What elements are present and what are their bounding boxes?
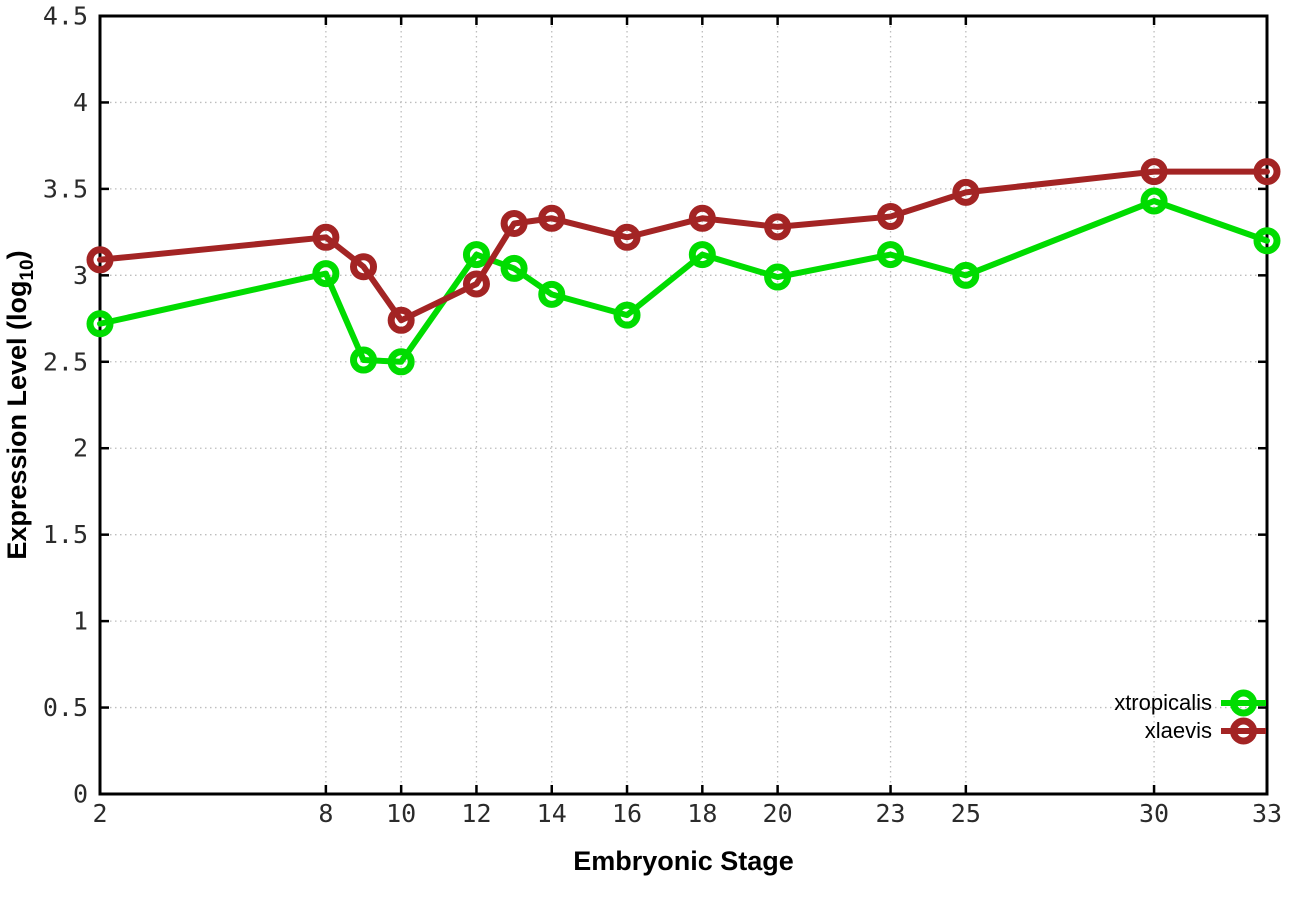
y-axis-title-main: Expression Level (log <box>2 281 32 560</box>
data-point-xlaevis <box>613 223 641 251</box>
data-point-xlaevis <box>538 204 566 232</box>
data-point-xlaevis <box>877 203 905 231</box>
data-point-xlaevis <box>500 209 528 237</box>
plot-border <box>98 14 1269 796</box>
x-tick-label: 10 <box>386 799 416 828</box>
data-point-xlaevis <box>1140 158 1168 186</box>
data-point-xtropicalis <box>1253 227 1281 255</box>
data-point-xtropicalis <box>1140 187 1168 215</box>
legend-item-xtropicalis: xtropicalis <box>1114 689 1266 717</box>
data-point-xtropicalis <box>462 241 490 269</box>
y-axis-title: Expression Level (log10) <box>2 250 38 559</box>
data-point-xtropicalis <box>613 301 641 329</box>
x-tick-label: 12 <box>461 799 491 828</box>
data-point-xtropicalis <box>312 260 340 288</box>
legend-label: xlaevis <box>1145 718 1212 743</box>
x-tick-label: 23 <box>875 799 905 828</box>
data-point-xtropicalis <box>86 310 114 338</box>
gridlines <box>100 16 1267 794</box>
x-tick-label: 16 <box>612 799 642 828</box>
y-tick-label: 0.5 <box>43 693 88 722</box>
data-point-xlaevis <box>1253 158 1281 186</box>
x-tick-label: 14 <box>537 799 567 828</box>
tick-labels: 2 8 10 12 14 16 18 20 23 25 30 33 0 0.5 1 1.5 2 2.5 3 3.5 4 4… <box>43 2 1282 829</box>
data-point-xlaevis <box>952 178 980 206</box>
x-tick-label: 25 <box>951 799 981 828</box>
series-xlaevis <box>86 158 1281 334</box>
data-point-xlaevis <box>350 253 378 281</box>
data-point-xtropicalis <box>538 280 566 308</box>
data-point-xlaevis <box>688 204 716 232</box>
y-tick-label: 1.5 <box>43 520 88 549</box>
y-axis-title-sub: 10 <box>17 259 38 280</box>
tick-marks <box>98 14 1269 796</box>
data-point-xlaevis <box>86 246 114 274</box>
y-tick-label: 2 <box>73 434 88 463</box>
y-tick-label: 4 <box>73 88 88 117</box>
legend-label: xtropicalis <box>1114 690 1212 715</box>
data-point-xtropicalis <box>877 241 905 269</box>
y-tick-label: 1 <box>73 607 88 636</box>
data-point-xlaevis <box>312 223 340 251</box>
x-tick-label: 2 <box>92 799 107 828</box>
y-tick-label: 3.5 <box>43 174 88 203</box>
data-point-xtropicalis <box>764 263 792 291</box>
y-axis-title-close: ) <box>2 250 32 259</box>
data-point-xtropicalis <box>688 241 716 269</box>
legend-item-xlaevis: xlaevis <box>1145 717 1266 745</box>
legend-sample-marker <box>1230 717 1257 745</box>
y-tick-label: 4.5 <box>43 2 88 31</box>
y-tick-label: 2.5 <box>43 347 88 376</box>
data-point-xtropicalis <box>350 346 378 374</box>
data-point-xtropicalis <box>387 348 415 376</box>
data-point-xlaevis <box>387 306 415 334</box>
data-point-xtropicalis <box>500 254 528 282</box>
series-xtropicalis <box>86 187 1281 376</box>
legend-sample-marker <box>1230 689 1257 717</box>
legend: xtropicalis xlaevis <box>1114 689 1266 745</box>
x-tick-label: 33 <box>1252 799 1282 828</box>
data-point-xtropicalis <box>952 261 980 289</box>
x-tick-label: 18 <box>687 799 717 828</box>
x-axis-title: Embryonic Stage <box>573 846 794 876</box>
x-tick-label: 8 <box>318 799 333 828</box>
x-tick-label: 30 <box>1139 799 1169 828</box>
series-line-xlaevis <box>97 168 1270 324</box>
data-point-xlaevis <box>462 270 490 298</box>
x-tick-label: 20 <box>763 799 793 828</box>
data-point-xlaevis <box>764 213 792 241</box>
y-tick-label: 3 <box>73 261 88 290</box>
y-tick-label: 0 <box>73 780 88 809</box>
